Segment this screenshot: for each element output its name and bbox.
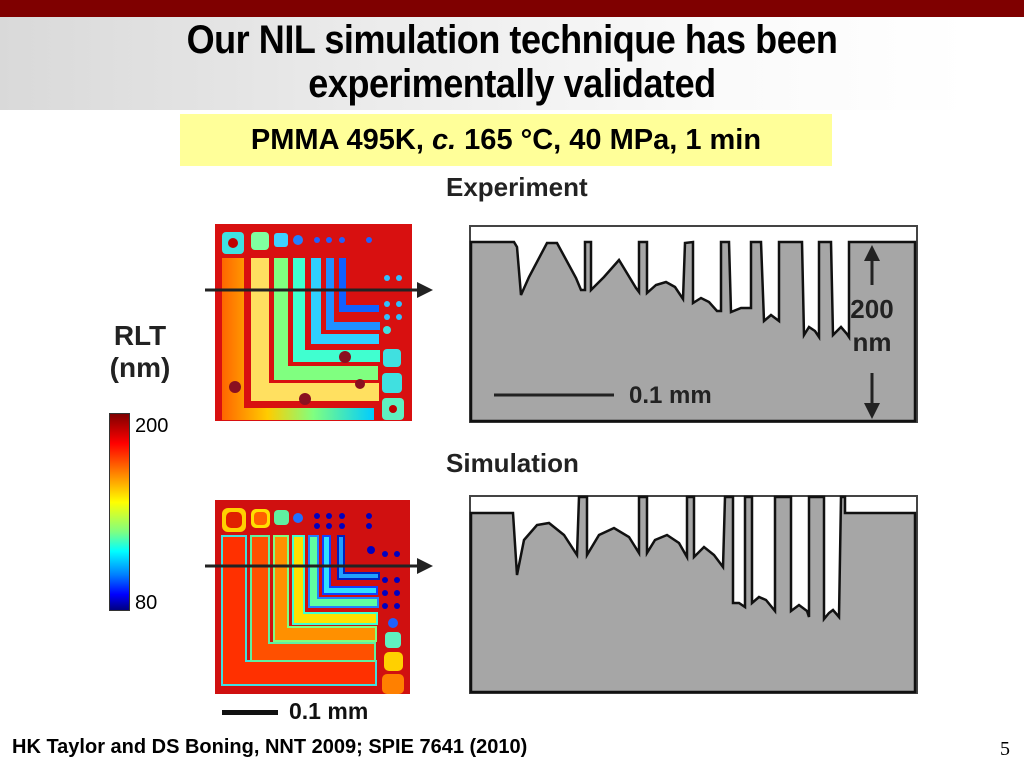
map-feature: [382, 674, 404, 694]
map-feature: [384, 652, 403, 671]
map-feature: [314, 513, 320, 519]
arrow-down-icon: [864, 403, 880, 419]
map-defect: [299, 393, 311, 405]
map-defect: [355, 379, 365, 389]
page-number: 5: [1000, 738, 1010, 760]
map-feature: [385, 632, 401, 648]
map-feature: [384, 275, 390, 281]
map-feature: [366, 237, 372, 243]
map-feature: [274, 233, 288, 247]
map-feature: [254, 512, 267, 525]
map-defect: [229, 381, 241, 393]
map-feature: [384, 301, 390, 307]
simulation-profile-fill: [469, 495, 917, 694]
citation: HK Taylor and DS Boning, NNT 2009; SPIE …: [12, 736, 528, 758]
colorbar-max-label: 200: [135, 415, 169, 437]
map-defect: [339, 351, 351, 363]
map-feature: [366, 523, 372, 529]
conditions-prefix: PMMA 495K,: [250, 124, 432, 156]
map-feature: [388, 618, 398, 628]
top-accent-bar: [0, 0, 1024, 17]
map-feature: [250, 535, 376, 662]
map-feature: [293, 235, 303, 245]
map-feature: [339, 258, 379, 312]
map-feature: [326, 237, 332, 243]
map-feature: [274, 258, 378, 380]
map-feature: [394, 577, 400, 583]
profile-scale-label: 0.1 mm: [629, 382, 712, 409]
map-feature: [396, 314, 402, 320]
map-feature: [383, 326, 391, 334]
simulation-profile: [469, 495, 918, 694]
conditions-suffix: 165 °C, 40 MPa, 1 min: [456, 124, 762, 156]
experiment-profile-fill: [469, 240, 917, 423]
map-feature: [394, 603, 400, 609]
map-feature: [396, 275, 402, 281]
map-feature: [382, 603, 388, 609]
map-feature: [383, 349, 401, 367]
map-feature: [339, 523, 345, 529]
colorbar-title-line-1: RLT: [113, 320, 167, 351]
map-feature: [292, 535, 378, 625]
map-feature: [326, 258, 380, 330]
map-feature: [293, 258, 380, 362]
map-feature: [251, 258, 379, 401]
title-line-2: experimentally validated: [308, 62, 716, 106]
map-feature: [389, 405, 397, 413]
map-feature: [382, 577, 388, 583]
experiment-label: Experiment: [446, 172, 588, 202]
map-feature: [222, 258, 374, 420]
map-feature: [337, 535, 380, 580]
map-feature: [311, 258, 379, 344]
map-feature: [396, 301, 402, 307]
arrow-up-icon: [864, 245, 880, 261]
map-feature: [251, 232, 269, 250]
map-feature: [339, 237, 345, 243]
arrow-right-icon: [417, 282, 433, 298]
map-feature: [314, 237, 320, 243]
colorbar-min-label: 80: [135, 592, 158, 614]
vertical-scale-value: 200: [850, 294, 893, 324]
map-feature: [382, 590, 388, 596]
map-feature: [339, 513, 345, 519]
map-feature: [322, 535, 378, 595]
conditions-circa: c.: [431, 124, 457, 156]
colorbar-title: RLT (nm): [100, 320, 180, 384]
simulation-rlt-map: [205, 500, 433, 694]
map-feature: [308, 535, 379, 608]
map-scale-bar: [222, 710, 278, 715]
map-feature: [367, 546, 375, 554]
map-feature: [293, 513, 303, 523]
map-feature: [273, 535, 377, 642]
rlt-colorbar: [109, 413, 130, 611]
vertical-scale-unit: nm: [853, 327, 892, 357]
arrow-right-icon: [417, 558, 433, 574]
slide-title: Our NIL simulation technique has been ex…: [51, 18, 973, 106]
map-feature: [366, 513, 372, 519]
map-feature: [314, 523, 320, 529]
map-feature: [228, 238, 238, 248]
title-background: [0, 17, 970, 110]
process-conditions-box: PMMA 495K, c. 165 °C, 40 MPa, 1 min: [180, 114, 832, 166]
experiment-rlt-map: [205, 224, 433, 421]
map-feature: [326, 513, 332, 519]
experiment-profile: 0.1 mm 200 nm: [469, 225, 918, 423]
title-line-1: Our NIL simulation technique has been: [186, 18, 838, 62]
map-feature: [384, 314, 390, 320]
map-feature: [394, 551, 400, 557]
map-feature: [274, 510, 289, 525]
map-feature: [382, 373, 402, 393]
colorbar-title-line-2: (nm): [109, 352, 171, 383]
map-feature: [382, 551, 388, 557]
simulation-label: Simulation: [446, 448, 579, 478]
map-scale-label: 0.1 mm: [289, 698, 369, 724]
map-feature: [394, 590, 400, 596]
map-feature: [326, 523, 332, 529]
map-feature: [226, 512, 242, 528]
